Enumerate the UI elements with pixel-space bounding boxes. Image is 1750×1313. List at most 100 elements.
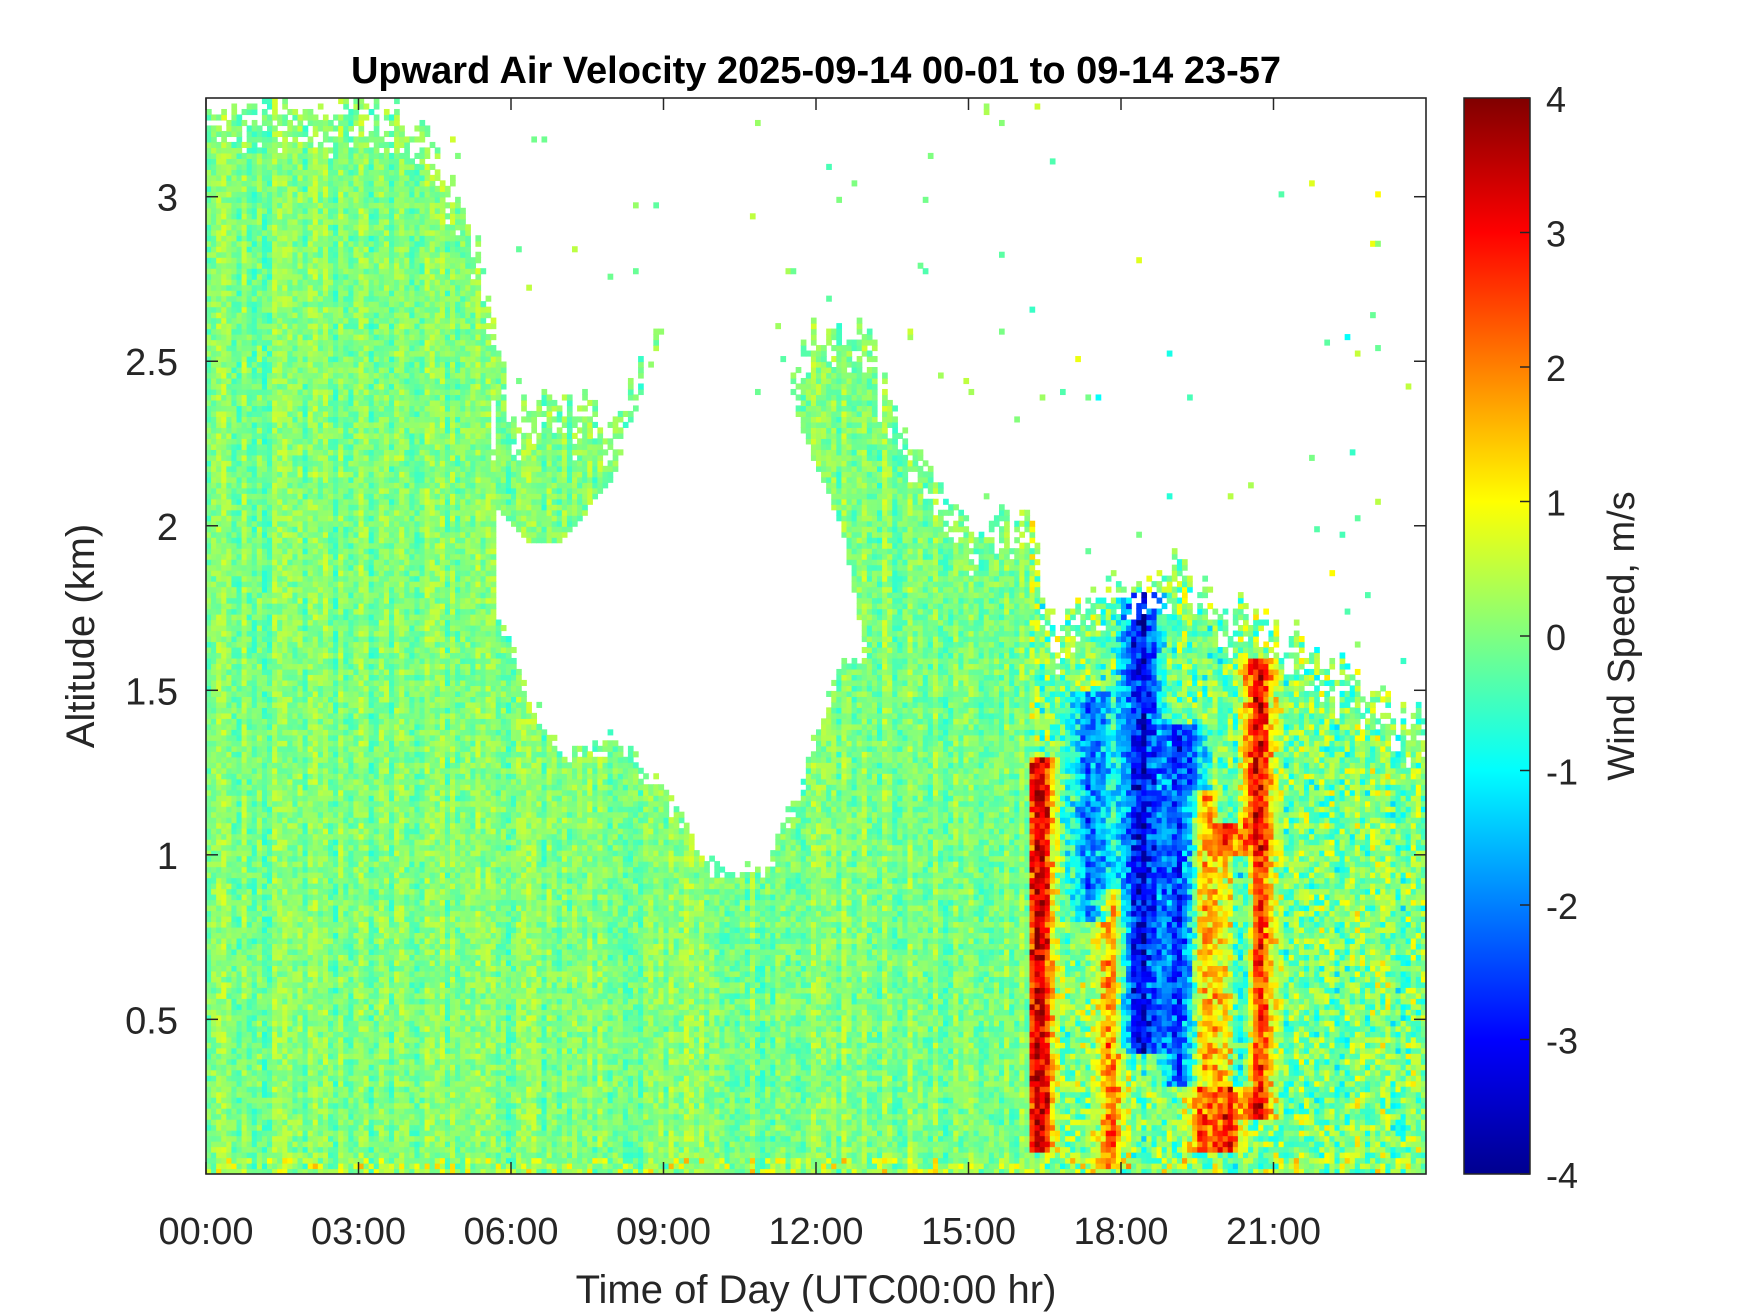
heatmap-cell	[333, 158, 339, 164]
heatmap-cell	[272, 471, 278, 477]
heatmap-cell	[226, 252, 232, 258]
heatmap-cell	[323, 883, 329, 889]
heatmap-cell	[323, 971, 329, 977]
heatmap-cell	[211, 378, 217, 384]
heatmap-cell	[272, 1158, 278, 1164]
heatmap-cell	[318, 1026, 324, 1032]
heatmap-cell	[206, 329, 212, 335]
heatmap-cell	[328, 658, 334, 664]
heatmap-cell	[221, 773, 227, 779]
heatmap-cell	[242, 900, 248, 906]
heatmap-cell	[226, 773, 232, 779]
heatmap-cell	[206, 641, 212, 647]
heatmap-cell	[323, 565, 329, 571]
heatmap-cell	[252, 927, 258, 933]
heatmap-cell	[303, 828, 309, 834]
heatmap-cell	[323, 329, 329, 335]
heatmap-cell	[211, 471, 217, 477]
heatmap-cell	[257, 164, 263, 170]
heatmap-cell	[303, 609, 309, 615]
heatmap-cell	[313, 757, 319, 763]
heatmap-cell	[272, 1130, 278, 1136]
heatmap-cell	[308, 609, 314, 615]
heatmap-cell	[328, 1158, 334, 1164]
heatmap-cell	[277, 691, 283, 697]
heatmap-cell	[216, 702, 222, 708]
heatmap-cell	[292, 1031, 298, 1037]
heatmap-cell	[206, 488, 212, 494]
heatmap-cell	[221, 1059, 227, 1065]
heatmap-cell	[247, 318, 253, 324]
heatmap-cell	[206, 372, 212, 378]
heatmap-cell	[303, 768, 309, 774]
heatmap-cell	[211, 169, 217, 175]
heatmap-cell	[216, 609, 222, 615]
heatmap-cell	[333, 900, 339, 906]
heatmap-cell	[226, 1048, 232, 1054]
heatmap-cell	[318, 636, 324, 642]
heatmap-cell	[221, 477, 227, 483]
heatmap-cell	[292, 581, 298, 587]
heatmap-cell	[247, 932, 253, 938]
heatmap-cell	[303, 224, 309, 230]
heatmap-cell	[277, 751, 283, 757]
heatmap-cell	[231, 1048, 237, 1054]
heatmap-cell	[262, 285, 268, 291]
heatmap-cell	[262, 296, 268, 302]
heatmap-cell	[328, 455, 334, 461]
heatmap-cell	[303, 466, 309, 472]
heatmap-cell	[292, 1009, 298, 1015]
heatmap-cell	[252, 400, 258, 406]
heatmap-cell	[231, 757, 237, 763]
heatmap-cell	[247, 581, 253, 587]
heatmap-cell	[211, 740, 217, 746]
heatmap-cell	[303, 186, 309, 192]
heatmap-cell	[237, 290, 243, 296]
heatmap-cell	[323, 663, 329, 669]
heatmap-cell	[262, 537, 268, 543]
heatmap-cell	[282, 301, 288, 307]
heatmap-cell	[323, 867, 329, 873]
heatmap-cell	[216, 147, 222, 153]
heatmap-cell	[287, 334, 293, 340]
heatmap-cell	[277, 526, 283, 532]
heatmap-cell	[237, 839, 243, 845]
heatmap-cell	[272, 1026, 278, 1032]
heatmap-cell	[211, 416, 217, 422]
heatmap-cell	[252, 746, 258, 752]
heatmap-cell	[318, 345, 324, 351]
heatmap-cell	[282, 147, 288, 153]
heatmap-cell	[267, 685, 273, 691]
heatmap-cell	[287, 279, 293, 285]
heatmap-cell	[328, 1048, 334, 1054]
heatmap-cell	[257, 329, 263, 335]
heatmap-cell	[272, 98, 278, 104]
heatmap-cell	[333, 889, 339, 895]
heatmap-cell	[308, 526, 314, 532]
heatmap-cell	[242, 427, 248, 433]
heatmap-cell	[206, 543, 212, 549]
heatmap-cell	[237, 784, 243, 790]
heatmap-cell	[323, 416, 329, 422]
heatmap-cell	[282, 1081, 288, 1087]
heatmap-cell	[287, 153, 293, 159]
heatmap-cell	[287, 438, 293, 444]
heatmap-cell	[292, 905, 298, 911]
heatmap-cell	[257, 394, 263, 400]
heatmap-cell	[287, 340, 293, 346]
heatmap-cell	[237, 850, 243, 856]
heatmap-cell	[292, 674, 298, 680]
heatmap-cell	[267, 1141, 273, 1147]
heatmap-cell	[287, 208, 293, 214]
heatmap-cell	[333, 883, 339, 889]
heatmap-cell	[216, 751, 222, 763]
heatmap-cell	[267, 1114, 273, 1120]
heatmap-cell	[318, 301, 324, 307]
heatmap-cell	[308, 1009, 314, 1021]
heatmap-cell	[252, 169, 258, 175]
heatmap-cell	[318, 581, 324, 587]
heatmap-cell	[323, 795, 329, 801]
heatmap-cell	[318, 197, 324, 203]
heatmap-cell	[226, 1020, 232, 1026]
heatmap-cell	[328, 394, 334, 400]
